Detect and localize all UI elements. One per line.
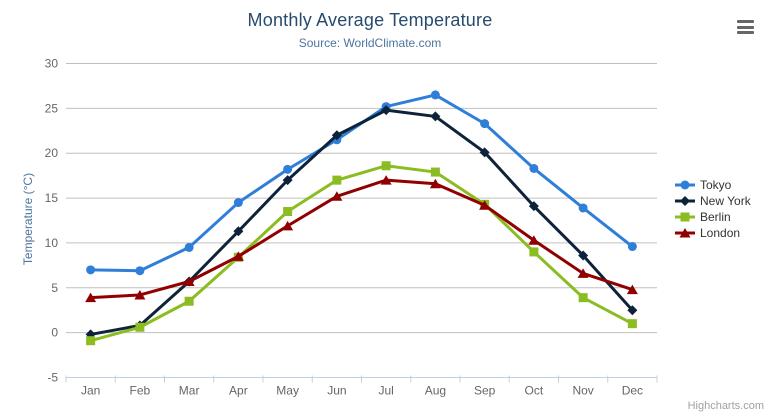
legend-label: Berlin <box>700 210 731 224</box>
point-london-aug[interactable] <box>429 178 441 189</box>
series-line-new-york <box>89 108 634 336</box>
x-axis-label: Nov <box>572 384 593 398</box>
series-line-berlin <box>89 164 634 343</box>
series-london <box>85 175 638 303</box>
legend-label: New York <box>700 194 751 208</box>
y-axis-title: Temperature (°C) <box>21 172 35 266</box>
y-axis-label: 25 <box>45 101 59 115</box>
point-new-york-jun[interactable] <box>331 130 342 141</box>
point-tokyo-aug[interactable] <box>430 90 440 100</box>
y-axis-label: 10 <box>45 236 59 250</box>
point-new-york-may[interactable] <box>282 175 293 186</box>
point-berlin-jun[interactable] <box>332 175 342 185</box>
legend-item-new-york[interactable]: New York <box>675 193 751 209</box>
point-london-jan[interactable] <box>85 292 97 303</box>
y-axis-label: 15 <box>45 191 59 205</box>
x-axis-label: Jan <box>81 384 100 398</box>
legend-marker-triangle-icon <box>675 228 695 238</box>
point-berlin-mar[interactable] <box>184 296 194 306</box>
point-tokyo-apr[interactable] <box>233 198 243 208</box>
point-london-sep[interactable] <box>479 200 491 210</box>
x-axis-label: May <box>276 384 299 398</box>
point-london-jul[interactable] <box>380 175 392 185</box>
point-tokyo-oct[interactable] <box>529 163 539 173</box>
legend-item-london[interactable]: London <box>675 225 751 241</box>
chart-title: Monthly Average Temperature <box>247 10 493 30</box>
point-new-york-jul[interactable] <box>381 105 392 116</box>
point-london-mar[interactable] <box>183 276 195 287</box>
point-berlin-dec[interactable] <box>627 319 637 329</box>
context-menu-button[interactable] <box>733 17 757 39</box>
point-london-dec[interactable] <box>626 284 638 295</box>
x-axis-label: Aug <box>425 384 446 398</box>
point-tokyo-jan[interactable] <box>86 265 96 275</box>
point-london-oct[interactable] <box>528 235 540 245</box>
series-tokyo <box>86 90 637 276</box>
point-berlin-aug[interactable] <box>430 167 440 177</box>
point-tokyo-mar[interactable] <box>184 242 194 252</box>
legend-marker-diamond-icon <box>675 196 695 206</box>
point-tokyo-nov[interactable] <box>578 203 588 213</box>
legend-marker-circle-icon <box>675 180 695 190</box>
point-new-york-oct[interactable] <box>528 201 539 212</box>
point-london-apr[interactable] <box>232 251 244 261</box>
point-berlin-oct[interactable] <box>529 247 539 257</box>
y-axis-label: 5 <box>51 281 58 295</box>
point-london-nov[interactable] <box>577 268 589 278</box>
legend: Tokyo New York Berlin London <box>675 177 751 241</box>
x-axis-label: Jun <box>327 384 346 398</box>
legend-marker-square-icon <box>675 212 695 222</box>
credits-link[interactable]: Highcharts.com <box>687 400 764 412</box>
point-tokyo-sep[interactable] <box>480 119 490 129</box>
point-tokyo-may[interactable] <box>283 164 293 174</box>
legend-label: Tokyo <box>700 178 732 192</box>
point-london-feb[interactable] <box>134 289 146 300</box>
y-axis-label: -5 <box>47 371 58 385</box>
point-tokyo-dec[interactable] <box>627 242 637 252</box>
legend-label: London <box>700 226 741 240</box>
x-axis-label: Mar <box>179 384 200 398</box>
x-axis-label: Sep <box>474 384 496 398</box>
y-axis-label: 30 <box>45 57 59 71</box>
x-axis-label: Dec <box>622 384 643 398</box>
point-berlin-jul[interactable] <box>381 161 391 171</box>
point-new-york-nov[interactable] <box>578 250 589 261</box>
x-axis-label: Oct <box>525 384 544 398</box>
series-line-london <box>89 178 634 300</box>
point-tokyo-feb[interactable] <box>135 266 145 276</box>
x-axis-label: Apr <box>229 384 248 398</box>
point-london-may[interactable] <box>282 220 294 231</box>
hamburger-icon <box>736 20 754 34</box>
point-berlin-nov[interactable] <box>578 293 588 303</box>
point-new-york-apr[interactable] <box>233 226 244 237</box>
point-new-york-sep[interactable] <box>479 147 490 158</box>
y-axis-label: 20 <box>45 146 59 160</box>
chart-subtitle: Source: WorldClimate.com <box>298 36 442 50</box>
point-new-york-dec[interactable] <box>627 305 638 316</box>
point-new-york-aug[interactable] <box>430 111 441 122</box>
x-axis-label: Jul <box>378 384 393 398</box>
y-axis-label: 0 <box>51 326 58 340</box>
point-berlin-feb[interactable] <box>135 322 145 332</box>
series-new-york <box>85 105 638 340</box>
legend-item-tokyo[interactable]: Tokyo <box>675 177 751 193</box>
point-london-jun[interactable] <box>331 191 343 201</box>
legend-item-berlin[interactable]: Berlin <box>675 209 751 225</box>
x-axis-label: Feb <box>130 384 151 398</box>
point-berlin-jan[interactable] <box>86 336 96 346</box>
point-berlin-may[interactable] <box>283 207 293 217</box>
